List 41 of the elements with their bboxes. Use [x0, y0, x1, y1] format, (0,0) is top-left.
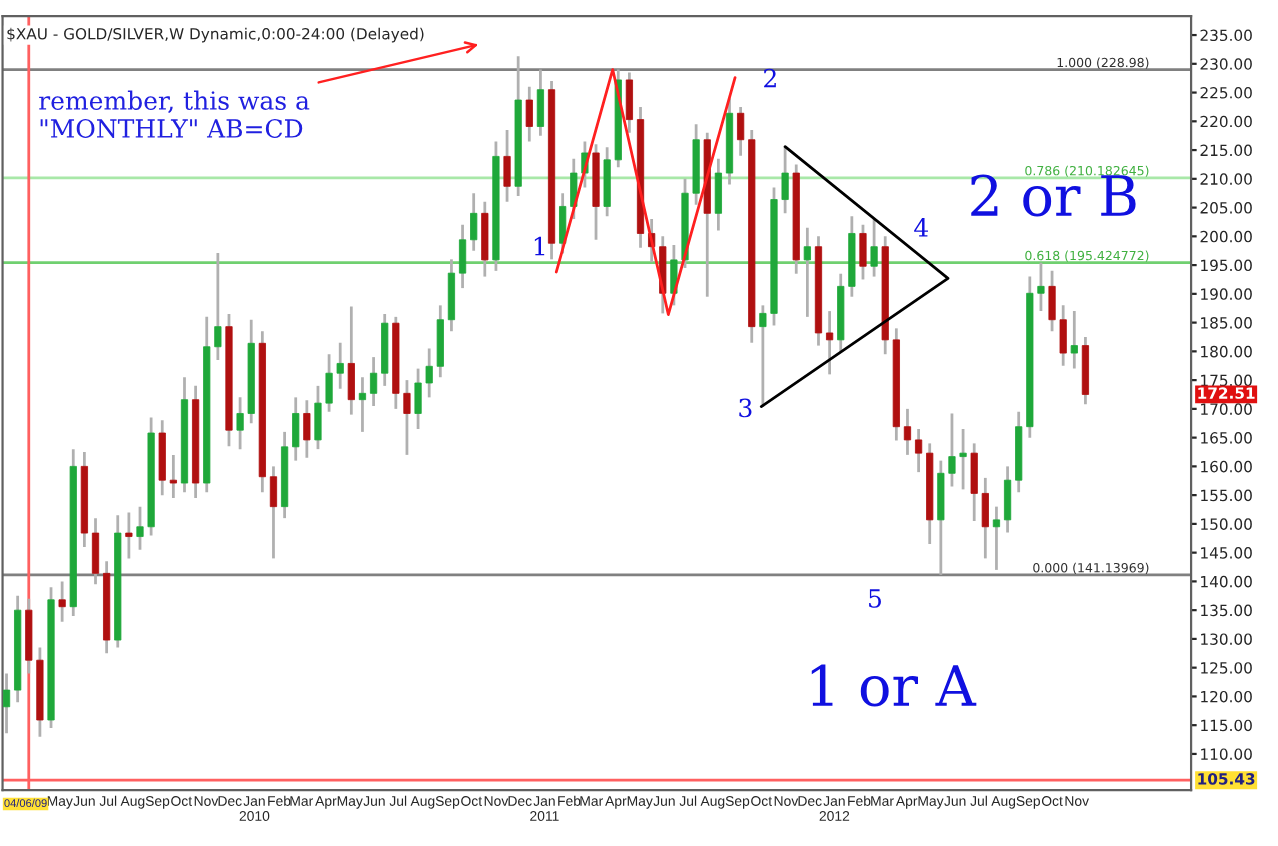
- candlestick: [369, 355, 378, 408]
- candlestick: [470, 191, 478, 253]
- candlestick: [625, 71, 633, 135]
- candlestick: [1003, 464, 1012, 534]
- candlestick: [903, 407, 912, 457]
- candlestick: [91, 516, 100, 586]
- candlestick: [481, 200, 489, 278]
- candlestick: [303, 398, 311, 460]
- candlestick: [1070, 309, 1078, 370]
- candlestick: [992, 505, 1001, 572]
- annotation: 5: [869, 589, 881, 608]
- candlestick: [525, 85, 533, 143]
- candlestick: [358, 375, 367, 434]
- candlestick: [347, 305, 355, 417]
- candlestick: [737, 105, 745, 158]
- candlestick: [458, 223, 467, 290]
- candlestick: [447, 257, 456, 333]
- annotation: remember, this was a "MONTHLY" AB=CD: [39, 90, 310, 138]
- line-series: [554, 68, 737, 316]
- annotation: 3: [739, 398, 752, 418]
- candlestick: [169, 453, 177, 500]
- candlestick: [859, 223, 867, 281]
- candlestick: [158, 418, 166, 497]
- candlestick: [125, 511, 133, 560]
- candlestick: [559, 191, 567, 255]
- candlestick: [536, 68, 545, 138]
- candlestick: [58, 580, 66, 624]
- annotation: 2: [764, 68, 776, 88]
- candlestick: [870, 217, 878, 278]
- candlestick: [826, 309, 834, 376]
- annotation: 1 or A: [811, 664, 977, 707]
- candlestick: [803, 226, 811, 319]
- annotation: 2 or B: [971, 174, 1136, 217]
- annotation: 1: [534, 236, 545, 256]
- candlestick: [503, 128, 511, 204]
- annotation: 4: [914, 218, 928, 237]
- candlestick: [914, 427, 923, 474]
- candlestick: [292, 395, 300, 463]
- candlestick: [269, 464, 278, 560]
- candlestick: [2, 672, 11, 735]
- candlestick: [714, 157, 722, 232]
